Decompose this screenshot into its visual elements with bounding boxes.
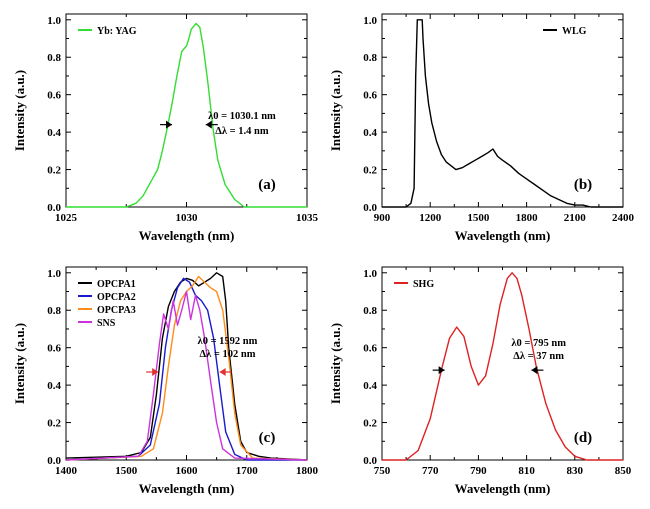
x-axis-title: Wavelength (nm) (139, 481, 235, 496)
x-tick-label: 770 (422, 465, 439, 477)
x-tick-label: 1035 (296, 212, 319, 224)
series-line-yb-yag (66, 22, 307, 208)
annotation-text: λ0 = 1592 nm (198, 336, 258, 347)
y-tick-label: 0.8 (363, 305, 377, 317)
y-tick-label: 0.0 (363, 202, 377, 214)
x-tick-label: 1800 (296, 465, 319, 477)
series-line-opcpa3 (65, 275, 308, 461)
series-line-shg (382, 272, 623, 461)
fwhm-arrow-head (219, 368, 226, 377)
x-tick-label: 1600 (176, 465, 199, 477)
panel-label: (d) (574, 430, 592, 446)
y-axis-title: Intensity (a.u.) (328, 70, 343, 151)
y-tick-label: 1.0 (47, 15, 61, 27)
y-tick-label: 0.4 (363, 127, 377, 139)
y-axis-title: Intensity (a.u.) (328, 323, 343, 404)
y-tick-label: 0.2 (363, 418, 377, 430)
y-tick-label: 0.6 (47, 343, 61, 355)
annotation-text: Δλ = 1.4 nm (215, 126, 269, 137)
legend-label: OPCPA3 (97, 305, 136, 316)
x-tick-label: 1400 (55, 465, 78, 477)
x-tick-label: 830 (567, 465, 584, 477)
fwhm-arrow-head (438, 366, 445, 375)
y-tick-label: 0.4 (47, 127, 61, 139)
annotation-text: Δλ = 102 nm (200, 349, 256, 360)
legend-label: SHG (413, 279, 434, 290)
chart-panel-1: 1025 1030 1035 0.0 0.2 0.4 0.6 0.8 1.0 Wavelength… (12, 13, 319, 243)
x-tick-label: 1800 (516, 212, 539, 224)
legend-label: SNS (97, 318, 116, 329)
panel-label: (c) (259, 430, 276, 446)
annotation-text: λ0 = 1030.1 nm (208, 111, 276, 122)
y-tick-label: 0.4 (363, 380, 377, 392)
y-tick-label: 0.2 (363, 165, 377, 177)
y-tick-label: 1.0 (363, 268, 377, 280)
x-tick-label: 850 (615, 465, 632, 477)
x-tick-label: 1200 (419, 212, 442, 224)
y-tick-label: 1.0 (363, 15, 377, 27)
x-tick-label: 750 (374, 465, 391, 477)
y-axis-title: Intensity (a.u.) (12, 323, 27, 404)
fwhm-arrow-head (531, 366, 538, 375)
x-tick-label: 900 (374, 212, 391, 224)
y-tick-label: 0.8 (47, 52, 61, 64)
y-tick-label: 0.6 (363, 90, 377, 102)
x-tick-label: 1500 (115, 465, 138, 477)
x-tick-label: 2100 (564, 212, 587, 224)
series-line-opcpa2 (65, 277, 307, 461)
y-axis-title: Intensity (a.u.) (12, 70, 27, 151)
annotation-text: Δλ = 37 nm (513, 351, 564, 362)
y-tick-label: 0.6 (47, 90, 61, 102)
series-line-wlg (382, 19, 623, 208)
x-axis-title: Wavelength (nm) (455, 228, 551, 243)
y-tick-label: 0.8 (363, 52, 377, 64)
x-tick-label: 2400 (612, 212, 635, 224)
y-tick-label: 1.0 (47, 268, 61, 280)
y-tick-label: 0.2 (47, 165, 61, 177)
x-tick-label: 810 (518, 465, 535, 477)
x-tick-label: 790 (470, 465, 487, 477)
y-tick-label: 0.0 (363, 455, 377, 467)
legend-label: OPCPA2 (97, 292, 136, 303)
y-tick-label: 0.8 (47, 305, 61, 317)
y-tick-label: 0.2 (47, 418, 61, 430)
annotation-text: λ0 = 795 nm (511, 338, 566, 349)
x-tick-label: 1030 (176, 212, 199, 224)
x-tick-label: 1700 (236, 465, 259, 477)
fwhm-arrow-head (152, 368, 159, 377)
chart-panel-3: 1400 1500 1600 1700 1800 0.0 0.2 0.4 0.6 0.8 1.0 Wa… (12, 266, 319, 496)
legend-label: WLG (562, 26, 587, 37)
x-axis-title: Wavelength (nm) (455, 481, 551, 496)
fwhm-arrow-head (205, 120, 212, 129)
x-axis-title: Wavelength (nm) (139, 228, 235, 243)
fwhm-arrow-head (166, 120, 173, 129)
chart-panel-4: 750 770 790 810 830 850 0.0 0.2 0.4 0.6 0.8 1.0 Wave… (328, 266, 632, 496)
panel-label: (a) (258, 177, 276, 193)
series-line-sns (65, 290, 308, 461)
legend-label: Yb: YAG (97, 26, 137, 37)
x-tick-label: 1025 (55, 212, 78, 224)
series-line-opcpa1 (65, 272, 308, 461)
legend-label: OPCPA1 (97, 279, 136, 290)
panel-label: (b) (574, 177, 592, 193)
chart-panel-2: 900 1200 1500 1800 2100 2400 0.0 0.2 0.4 0.6 0.8 1.… (328, 13, 635, 243)
y-tick-label: 0.0 (47, 455, 61, 467)
y-tick-label: 0.0 (47, 202, 61, 214)
y-tick-label: 0.6 (363, 343, 377, 355)
y-tick-label: 0.4 (47, 380, 61, 392)
x-tick-label: 1500 (467, 212, 490, 224)
